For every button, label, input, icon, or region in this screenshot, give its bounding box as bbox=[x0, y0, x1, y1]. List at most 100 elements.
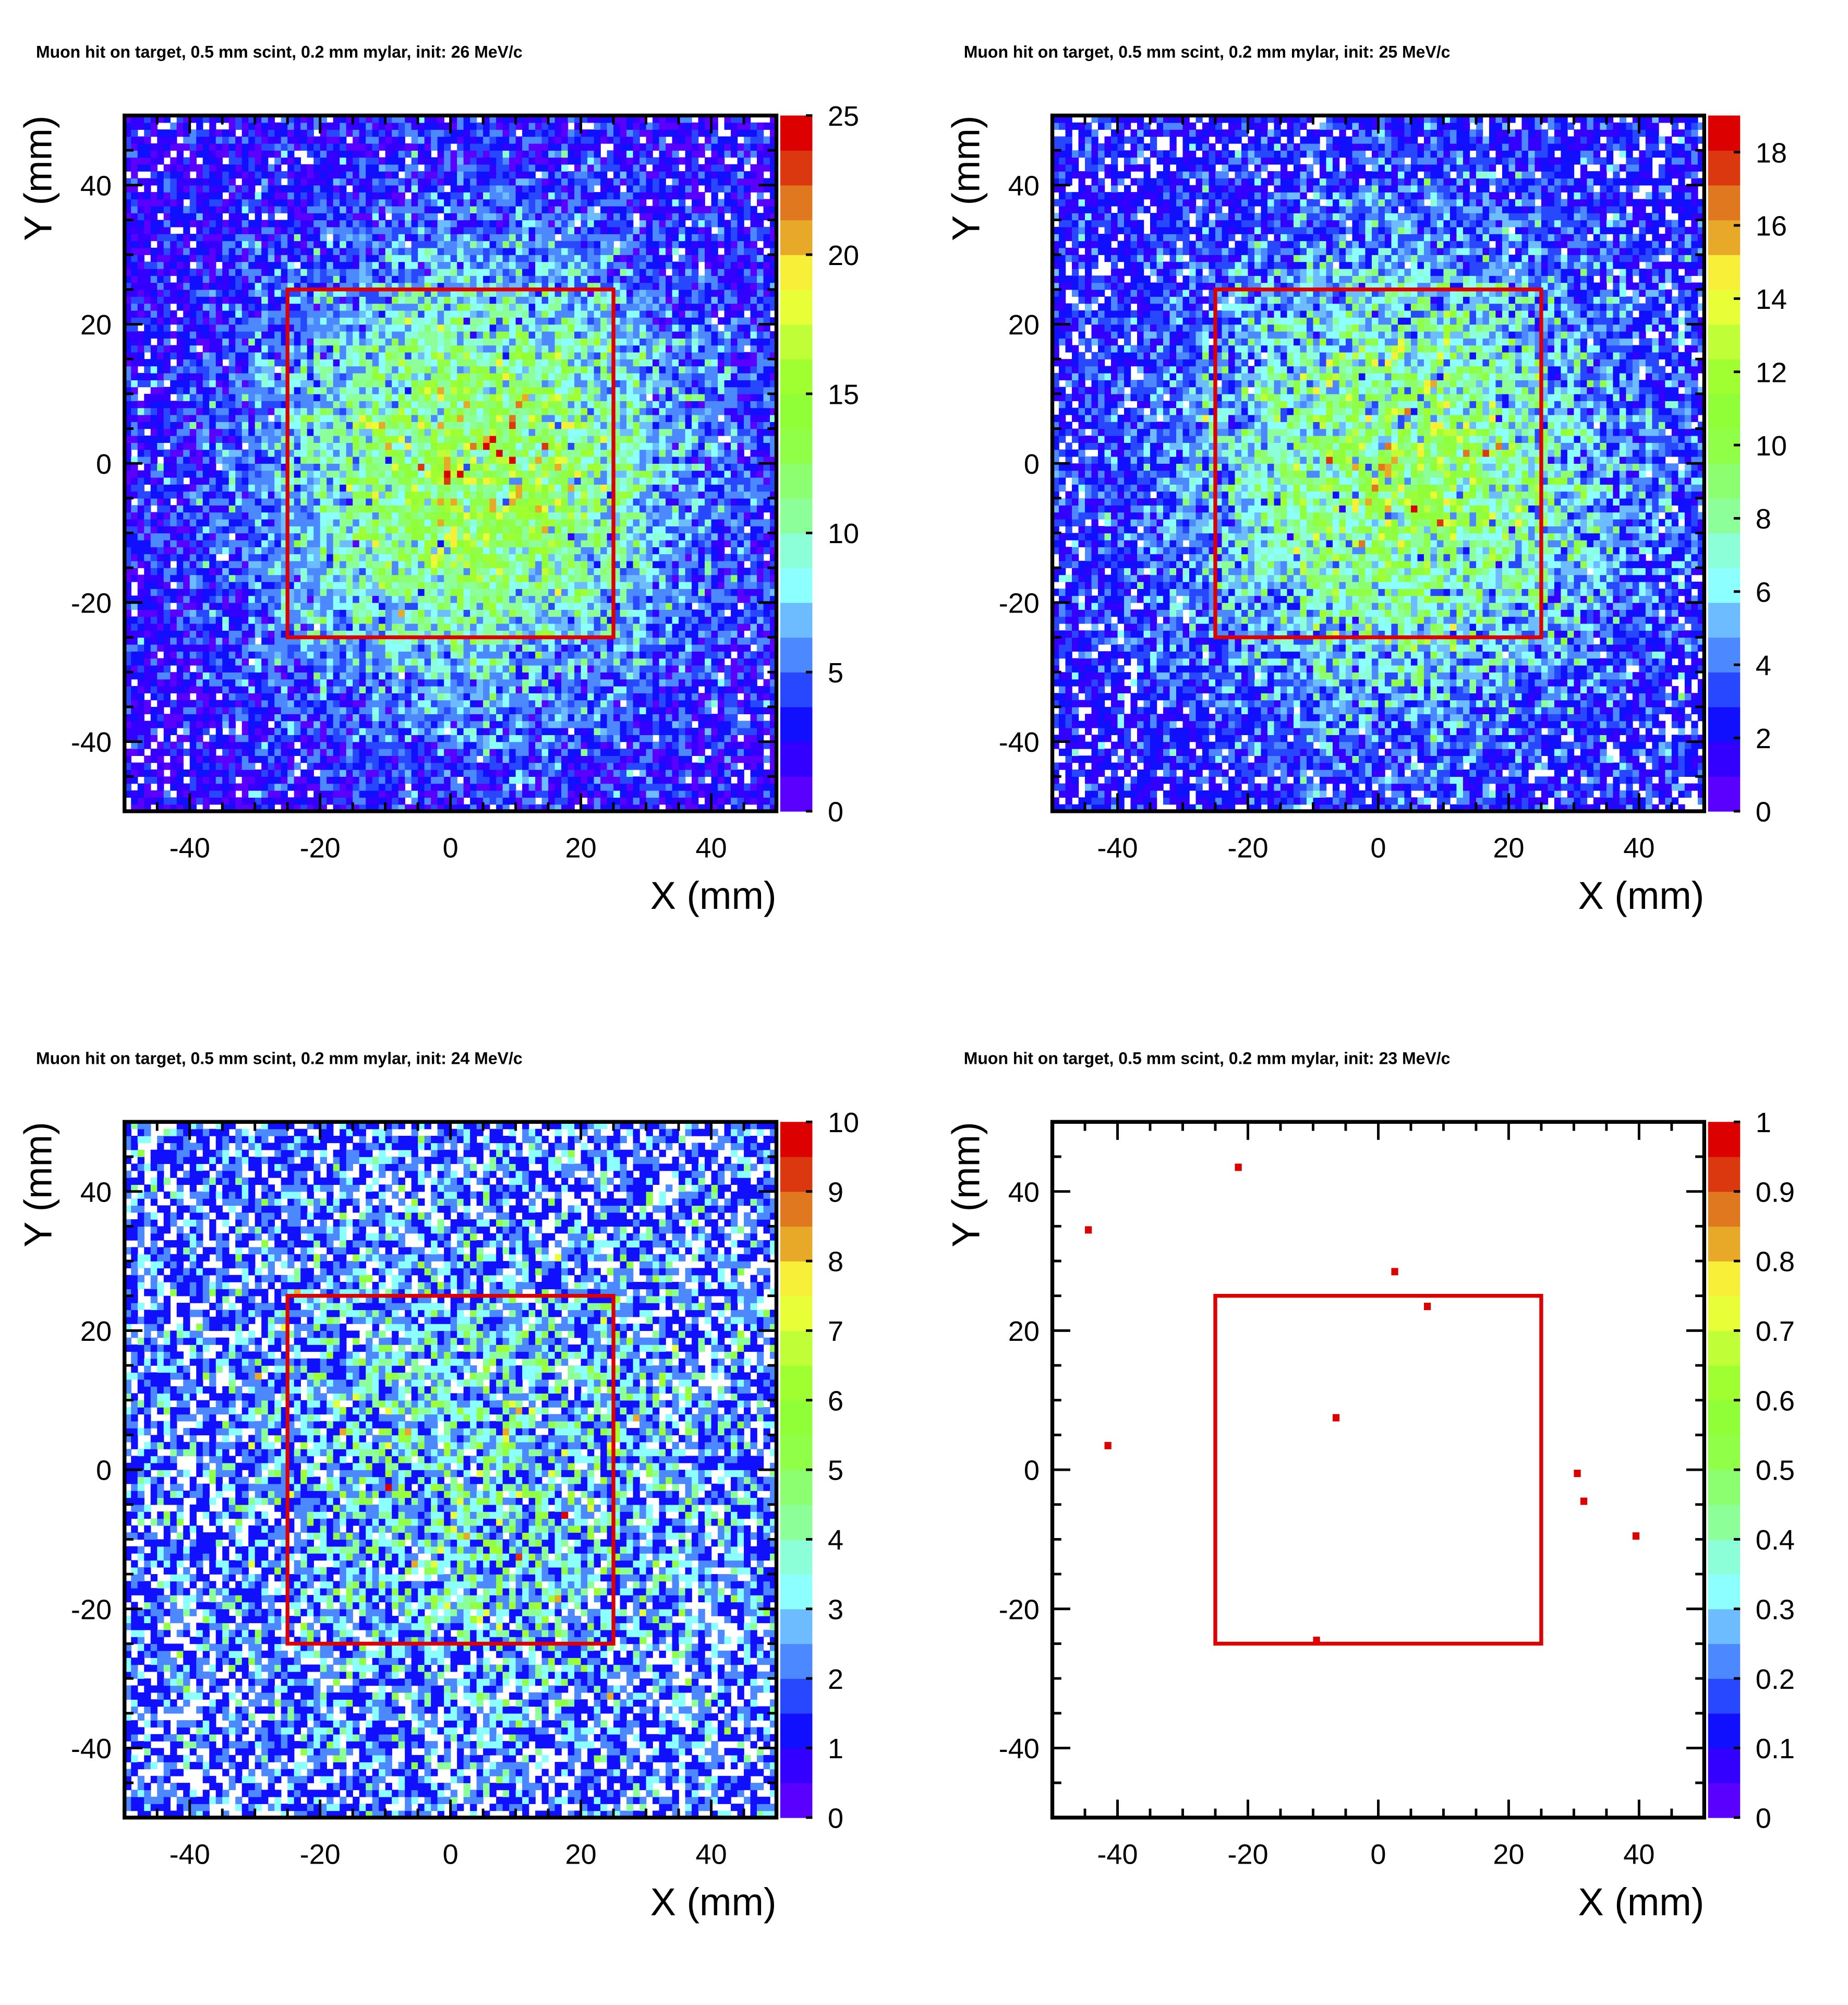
heatmap-bin bbox=[222, 289, 230, 297]
heatmap-bin bbox=[248, 533, 256, 541]
heatmap-bin bbox=[320, 338, 327, 346]
heatmap-bin bbox=[424, 122, 431, 130]
heatmap-bin bbox=[255, 275, 262, 283]
heatmap-bin bbox=[131, 477, 138, 485]
heatmap-bin bbox=[222, 714, 230, 722]
heatmap-bin bbox=[320, 735, 327, 742]
heatmap-bin bbox=[320, 352, 327, 359]
heatmap-bin bbox=[228, 526, 236, 534]
heatmap-bin bbox=[346, 449, 353, 457]
heatmap-bin bbox=[385, 498, 392, 506]
heatmap-bin bbox=[287, 727, 295, 735]
heatmap-bin bbox=[137, 623, 144, 631]
heatmap-bin bbox=[424, 693, 431, 701]
heatmap-bin bbox=[222, 407, 230, 415]
heatmap-bin bbox=[255, 310, 262, 318]
heatmap-bin bbox=[294, 609, 301, 617]
heatmap-bin bbox=[450, 345, 457, 353]
heatmap-bin bbox=[313, 797, 321, 805]
heatmap-bin bbox=[346, 672, 353, 680]
heatmap-bin bbox=[353, 721, 360, 728]
heatmap-bin bbox=[274, 317, 282, 325]
heatmap-bin bbox=[313, 164, 321, 172]
heatmap-bin bbox=[196, 380, 203, 388]
heatmap-bin bbox=[241, 790, 249, 798]
heatmap-bin bbox=[137, 574, 144, 582]
heatmap-bin bbox=[346, 762, 353, 770]
heatmap-bin bbox=[418, 512, 425, 520]
heatmap-bin bbox=[189, 157, 197, 165]
heatmap-bin bbox=[385, 581, 392, 589]
heatmap-bin bbox=[340, 359, 347, 367]
heatmap-bin bbox=[268, 547, 275, 555]
heatmap-bin bbox=[346, 568, 353, 575]
heatmap-bin bbox=[163, 220, 171, 227]
heatmap-bin bbox=[307, 595, 314, 603]
heatmap-bin bbox=[320, 213, 327, 221]
heatmap-bin bbox=[340, 672, 347, 680]
heatmap-bin bbox=[294, 589, 301, 596]
heatmap-bin bbox=[327, 602, 334, 610]
heatmap-bin bbox=[294, 456, 301, 464]
heatmap-bin bbox=[137, 783, 144, 791]
heatmap-bin bbox=[144, 143, 151, 151]
heatmap-bin bbox=[261, 338, 269, 346]
heatmap-bin bbox=[431, 735, 438, 742]
heatmap-bin bbox=[353, 526, 360, 534]
heatmap-bin bbox=[392, 296, 399, 304]
heatmap-bin bbox=[170, 122, 177, 130]
heatmap-bin bbox=[424, 143, 431, 151]
heatmap-bin bbox=[457, 526, 464, 534]
heatmap-bin bbox=[437, 672, 444, 680]
heatmap-bin bbox=[287, 714, 295, 722]
heatmap-bin bbox=[261, 456, 269, 464]
heatmap-bin bbox=[150, 387, 158, 394]
heatmap-bin bbox=[281, 686, 288, 693]
heatmap-bin bbox=[320, 456, 327, 464]
heatmap-bin bbox=[366, 762, 373, 770]
heatmap-bin bbox=[150, 547, 158, 555]
heatmap-bin bbox=[163, 345, 171, 353]
heatmap-bin bbox=[300, 686, 308, 693]
heatmap-bin bbox=[150, 755, 158, 763]
heatmap-bin bbox=[268, 658, 275, 666]
heatmap-bin bbox=[235, 331, 243, 339]
heatmap-bin bbox=[209, 477, 216, 485]
heatmap-bin bbox=[431, 352, 438, 359]
heatmap-bin bbox=[313, 393, 321, 401]
heatmap-bin bbox=[411, 213, 418, 221]
heatmap-bin bbox=[150, 533, 158, 541]
heatmap-bin bbox=[437, 428, 444, 436]
heatmap-bin bbox=[411, 790, 418, 798]
heatmap-bin bbox=[450, 762, 457, 770]
heatmap-bin bbox=[307, 700, 314, 707]
heatmap-bin bbox=[313, 345, 321, 353]
heatmap-bin bbox=[261, 602, 269, 610]
heatmap-bin bbox=[457, 380, 464, 388]
heatmap-bin bbox=[202, 463, 210, 471]
heatmap-bin bbox=[248, 449, 256, 457]
heatmap-bin bbox=[372, 449, 379, 457]
heatmap-bin bbox=[209, 317, 216, 325]
heatmap-bin bbox=[202, 247, 210, 255]
heatmap-bin bbox=[294, 199, 301, 207]
heatmap-bin bbox=[392, 352, 399, 359]
heatmap-bin bbox=[411, 574, 418, 582]
heatmap-bin bbox=[313, 498, 321, 506]
heatmap-bin bbox=[287, 199, 295, 207]
heatmap-bin bbox=[189, 414, 197, 422]
heatmap-bin bbox=[209, 547, 216, 555]
heatmap-bin bbox=[144, 790, 151, 798]
heatmap-bin bbox=[202, 422, 210, 429]
heatmap-bin bbox=[450, 706, 457, 714]
heatmap-bin bbox=[333, 213, 340, 221]
heatmap-bin bbox=[183, 380, 190, 388]
heatmap-bin bbox=[228, 644, 236, 652]
heatmap-bin bbox=[268, 317, 275, 325]
heatmap-bin bbox=[353, 797, 360, 805]
heatmap-bin bbox=[183, 470, 190, 478]
heatmap-bin bbox=[209, 164, 216, 172]
heatmap-bin bbox=[359, 366, 366, 374]
heatmap-bin bbox=[346, 422, 353, 429]
heatmap-bin bbox=[196, 721, 203, 728]
